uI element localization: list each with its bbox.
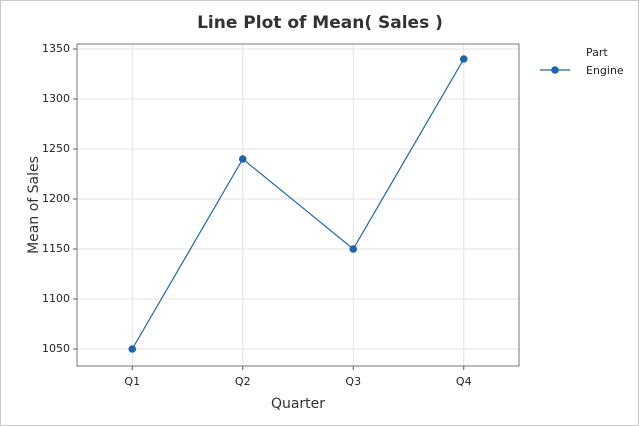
y-tick-label: 1250 <box>42 142 70 155</box>
x-axis-label: Quarter <box>271 396 325 412</box>
data-point <box>238 155 247 163</box>
data-line <box>131 58 465 350</box>
y-tick-label: 1200 <box>42 192 70 205</box>
x-tick-label: Q1 <box>124 375 140 388</box>
y-axis-label: Mean of Sales <box>26 156 42 254</box>
plot-area <box>76 43 520 367</box>
legend-title: Part <box>586 46 608 59</box>
y-tick-label: 1100 <box>42 292 70 305</box>
chart-title: Line Plot of Mean( Sales ) <box>197 13 443 33</box>
x-tick-label: Q3 <box>345 375 361 388</box>
x-tick-label: Q2 <box>235 375 251 388</box>
data-point <box>349 245 358 253</box>
legend-marker <box>551 66 559 74</box>
y-tick-label: 1150 <box>42 242 70 255</box>
x-tick-label: Q4 <box>456 375 472 388</box>
data-point <box>128 345 137 353</box>
legend-label: Engine <box>586 64 624 77</box>
data-point <box>459 55 468 63</box>
y-tick-label: 1300 <box>42 92 70 105</box>
y-tick-label: 1050 <box>42 342 70 355</box>
y-tick-label: 1350 <box>42 42 70 55</box>
